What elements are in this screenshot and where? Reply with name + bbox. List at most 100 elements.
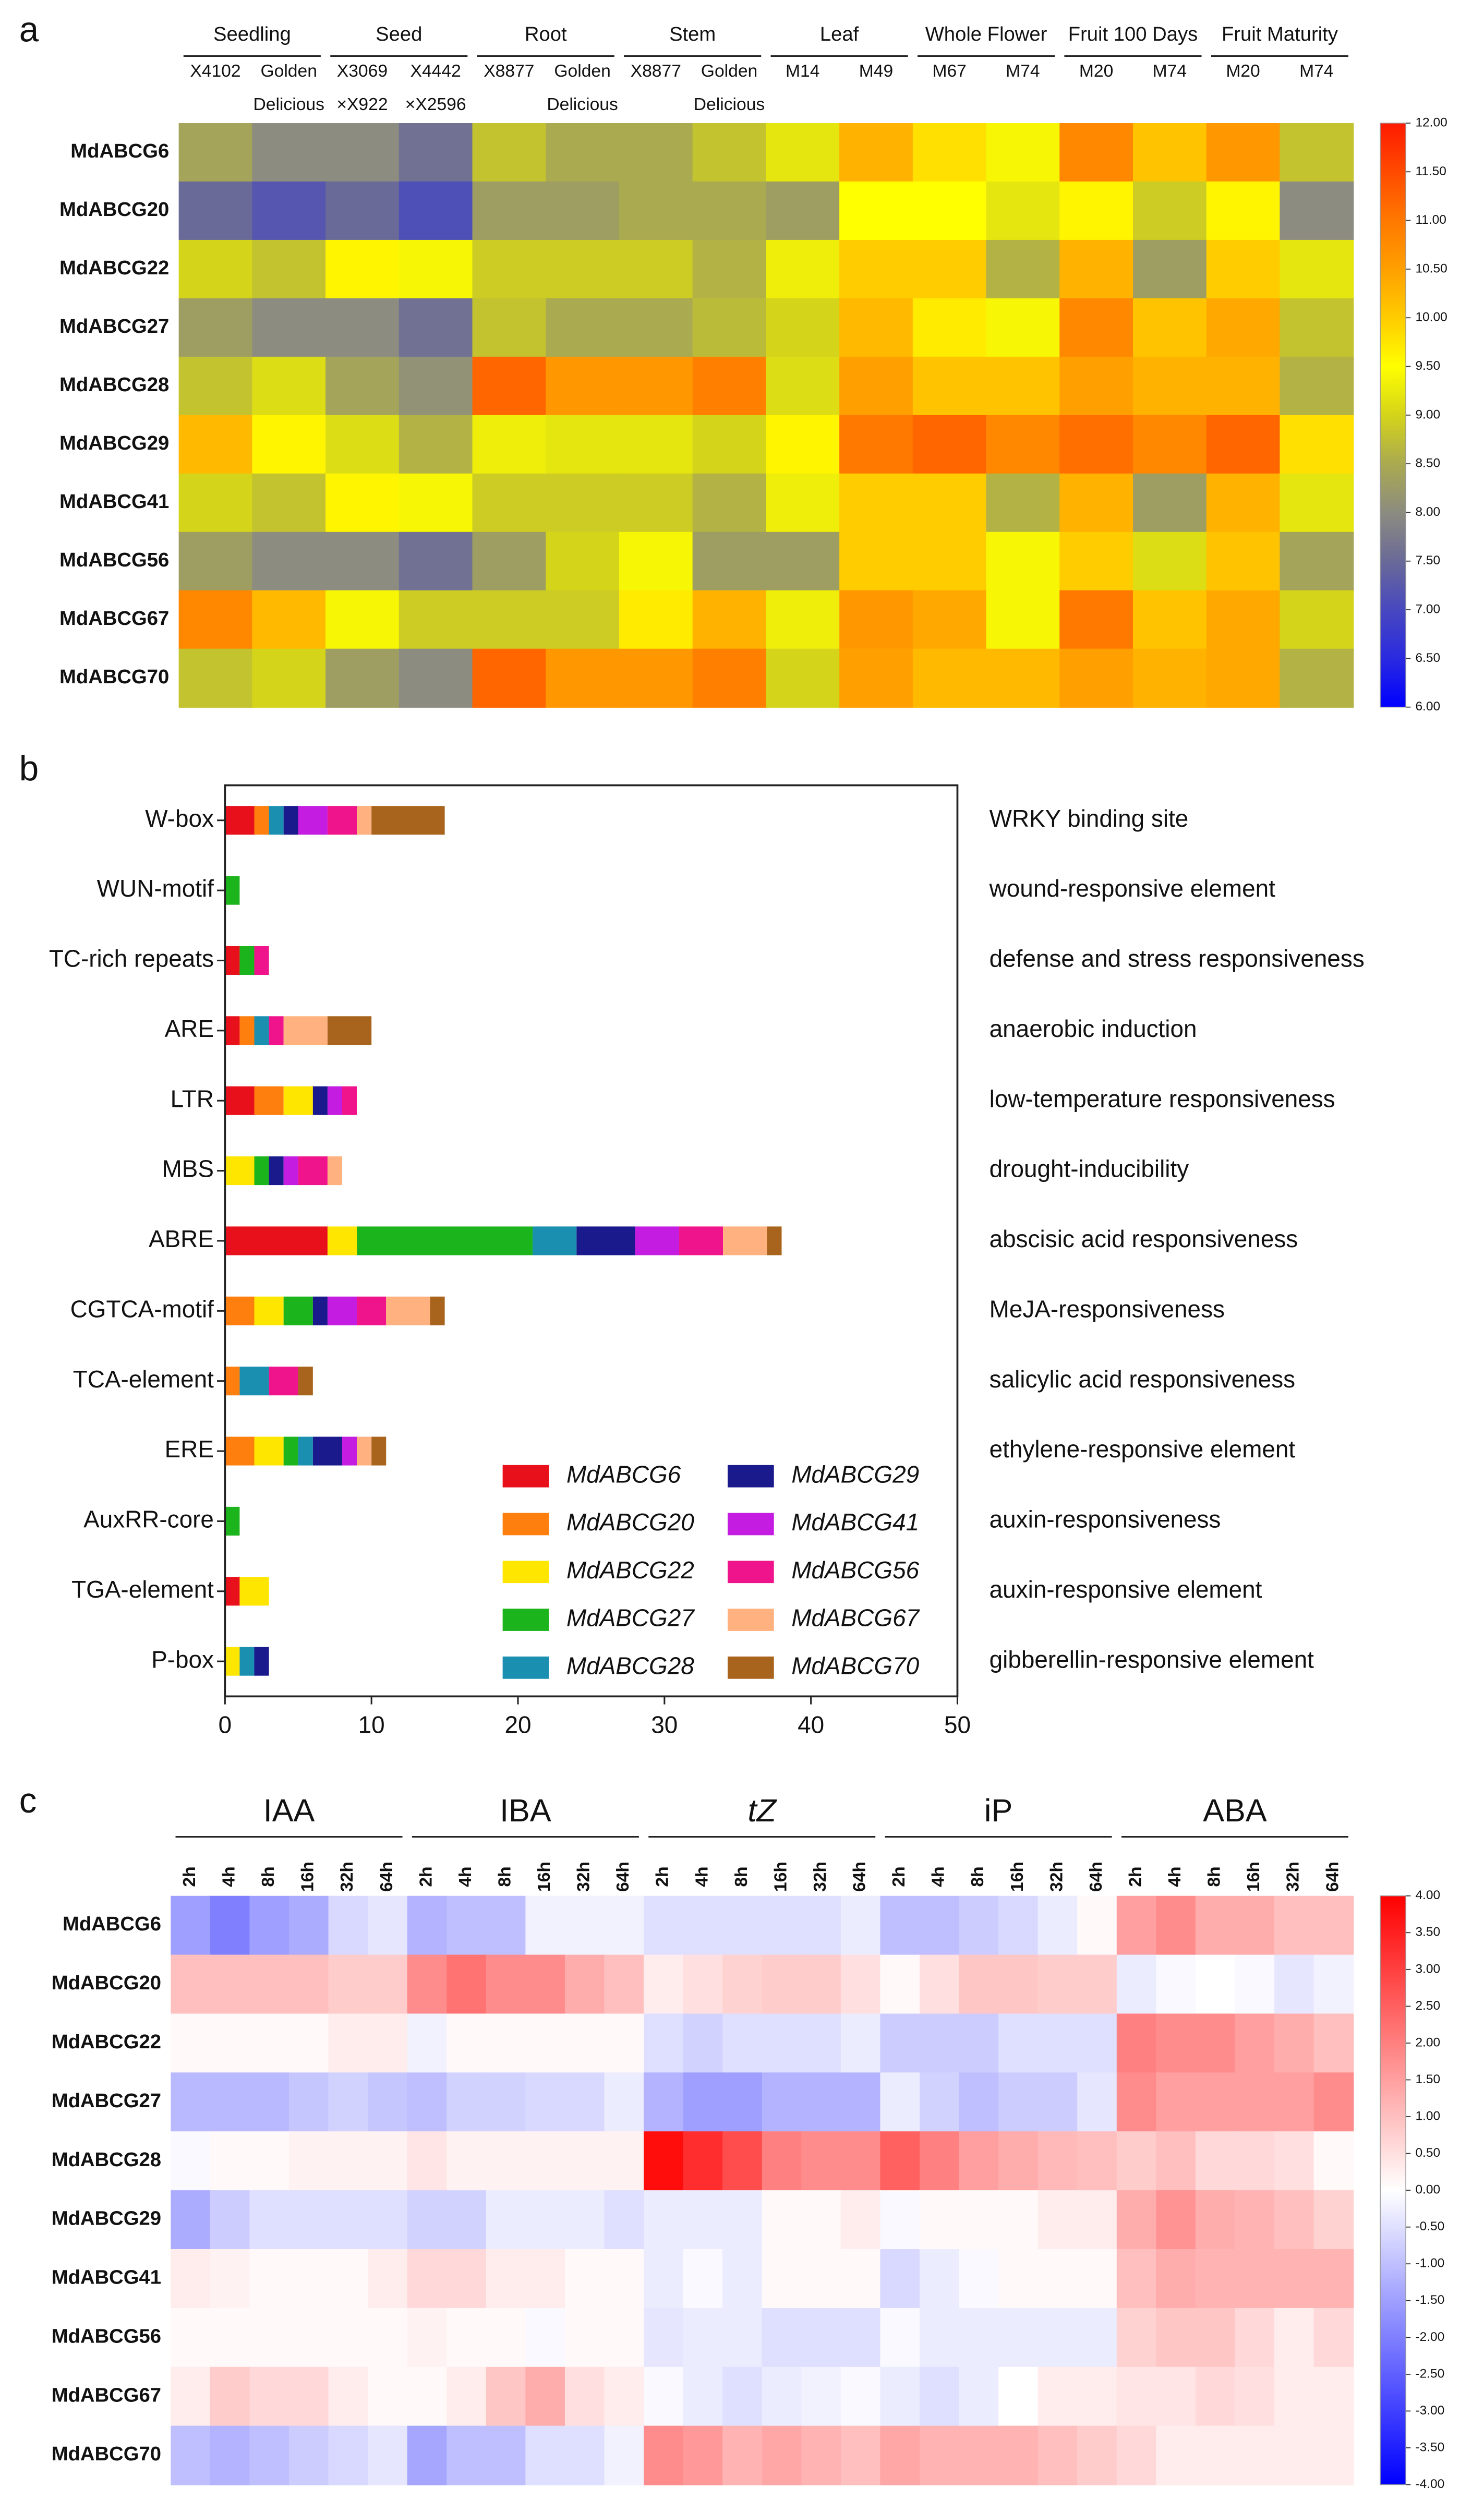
bar-segment xyxy=(357,1296,387,1325)
bar-segment xyxy=(225,1506,240,1536)
heat-cell xyxy=(178,473,253,533)
heat-cell xyxy=(912,239,987,299)
legend-swatch xyxy=(727,1465,774,1488)
bar-segment xyxy=(576,1226,635,1255)
heat-cell xyxy=(912,473,987,533)
bar-segment xyxy=(342,1436,357,1466)
heat-cell xyxy=(447,2366,487,2426)
heat-cell xyxy=(1132,356,1207,416)
heat-cell xyxy=(839,298,914,358)
heat-cell xyxy=(210,2013,250,2073)
heat-cell xyxy=(368,2013,408,2073)
column-label: X3069 xyxy=(337,62,388,81)
heat-cell xyxy=(1195,2366,1236,2426)
heat-cell xyxy=(1313,2072,1354,2132)
heat-cell xyxy=(1156,2131,1197,2191)
heat-cell xyxy=(604,2190,645,2250)
heat-cell xyxy=(1206,648,1281,708)
column-label: 4h xyxy=(456,1866,475,1887)
bar-segment xyxy=(225,1016,240,1045)
heat-cell xyxy=(1206,123,1281,183)
heat-cell xyxy=(546,415,620,475)
colorbar xyxy=(1380,123,1406,708)
bar-segment xyxy=(342,1086,357,1115)
heat-cell xyxy=(171,2131,211,2191)
row-label: MdABCG67 xyxy=(52,2384,161,2406)
annotation: anaerobic induction xyxy=(990,1015,1197,1042)
heat-cell xyxy=(1132,473,1207,533)
colorbar-tick-label: -3.50 xyxy=(1415,2440,1444,2454)
heat-cell xyxy=(252,298,327,358)
category-label: W-box xyxy=(145,805,214,832)
heat-cell xyxy=(210,2308,250,2368)
legend-swatch xyxy=(502,1609,549,1631)
column-label: 2h xyxy=(1126,1866,1145,1887)
heat-cell xyxy=(766,298,840,358)
heat-cell xyxy=(692,239,767,299)
heat-cell xyxy=(1077,2190,1118,2250)
heat-cell xyxy=(801,2190,842,2250)
row-label: MdABCG20 xyxy=(52,1972,161,1994)
heat-cell xyxy=(407,2072,448,2132)
heat-cell xyxy=(564,2072,605,2132)
heat-cell xyxy=(692,648,767,708)
heat-cell xyxy=(1280,590,1354,649)
group-label: Fruit 100 Days xyxy=(1068,23,1198,45)
heat-cell xyxy=(998,2366,1039,2426)
category-label: ABRE xyxy=(149,1225,214,1252)
heat-cell xyxy=(178,298,253,358)
colorbar-tick-label: 10.00 xyxy=(1415,310,1447,324)
colorbar-tick-label: 2.00 xyxy=(1415,2035,1440,2049)
heat-cell xyxy=(604,2366,645,2426)
annotation: wound-responsive element xyxy=(989,875,1276,902)
heat-cell xyxy=(546,532,620,591)
bar-segment xyxy=(533,1226,577,1255)
heat-cell xyxy=(619,181,693,241)
heat-cell xyxy=(1274,2249,1314,2309)
heat-cell xyxy=(171,2425,211,2485)
heat-cell xyxy=(1077,2131,1118,2191)
heat-cell xyxy=(762,1954,802,2014)
heat-cell xyxy=(399,356,473,416)
heat-cell xyxy=(472,415,547,475)
heat-cell xyxy=(564,2425,605,2485)
heat-cell xyxy=(1274,2308,1314,2368)
heat-cell xyxy=(1195,2308,1236,2368)
heat-cell xyxy=(368,1895,408,1955)
bar-segment xyxy=(386,1296,430,1325)
heat-cell xyxy=(604,2072,645,2132)
heat-cell xyxy=(546,123,620,183)
heat-cell xyxy=(472,648,547,708)
bar-segment xyxy=(225,946,240,975)
category-label: TCA-element xyxy=(73,1366,214,1393)
heat-cell xyxy=(912,356,987,416)
heat-cell xyxy=(619,590,693,649)
colorbar-tick-label: 10.50 xyxy=(1415,261,1447,275)
column-label: 32h xyxy=(1284,1862,1303,1892)
column-label: Golden xyxy=(260,62,317,81)
heat-cell xyxy=(325,356,400,416)
heat-cell xyxy=(399,298,473,358)
heat-cell xyxy=(1206,181,1281,241)
column-label: 4h xyxy=(692,1866,711,1887)
heat-cell xyxy=(839,181,914,241)
heat-cell xyxy=(289,2131,329,2191)
heat-cell xyxy=(1235,2013,1275,2073)
bar-segment xyxy=(327,1156,343,1186)
heat-cell xyxy=(619,356,693,416)
row-label: MdABCG20 xyxy=(59,198,169,221)
heat-cell xyxy=(289,2366,329,2426)
heat-cell xyxy=(1077,2308,1118,2368)
category-label: LTR xyxy=(171,1085,214,1112)
heat-cell xyxy=(880,2249,921,2309)
heat-cell xyxy=(840,2190,881,2250)
heat-cell xyxy=(880,2190,921,2250)
heat-cell xyxy=(801,2308,842,2368)
heat-cell xyxy=(1195,2249,1236,2309)
column-label: 16h xyxy=(298,1862,318,1892)
heat-cell xyxy=(912,181,987,241)
heat-cell xyxy=(368,2072,408,2132)
heat-cell xyxy=(407,2308,448,2368)
heat-cell xyxy=(1195,2131,1236,2191)
heat-cell xyxy=(880,2131,921,2191)
